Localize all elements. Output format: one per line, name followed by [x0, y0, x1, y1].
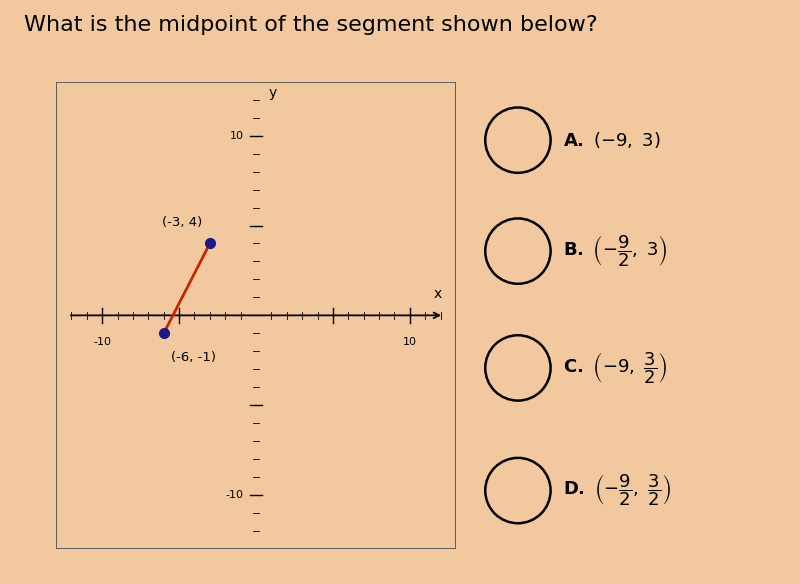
Text: -10: -10: [226, 490, 244, 500]
Text: y: y: [268, 86, 277, 100]
Text: (-6, -1): (-6, -1): [171, 352, 216, 364]
Text: $\mathbf{D.}\ \left(-\dfrac{9}{2},\ \dfrac{3}{2}\right)$: $\mathbf{D.}\ \left(-\dfrac{9}{2},\ \dfr…: [562, 472, 671, 509]
Text: $\mathbf{C.}\ \left(-9,\ \dfrac{3}{2}\right)$: $\mathbf{C.}\ \left(-9,\ \dfrac{3}{2}\ri…: [562, 350, 667, 386]
Text: (-3, 4): (-3, 4): [162, 216, 202, 229]
Text: $\mathbf{A.}\ (-9,\ 3)$: $\mathbf{A.}\ (-9,\ 3)$: [562, 130, 660, 150]
Text: 10: 10: [230, 131, 244, 141]
Text: 10: 10: [403, 337, 417, 347]
Text: What is the midpoint of the segment shown below?: What is the midpoint of the segment show…: [24, 15, 598, 34]
Text: -10: -10: [93, 337, 111, 347]
Text: x: x: [434, 287, 442, 301]
Text: $\mathbf{B.}\ \left(-\dfrac{9}{2},\ 3\right)$: $\mathbf{B.}\ \left(-\dfrac{9}{2},\ 3\ri…: [562, 233, 667, 269]
